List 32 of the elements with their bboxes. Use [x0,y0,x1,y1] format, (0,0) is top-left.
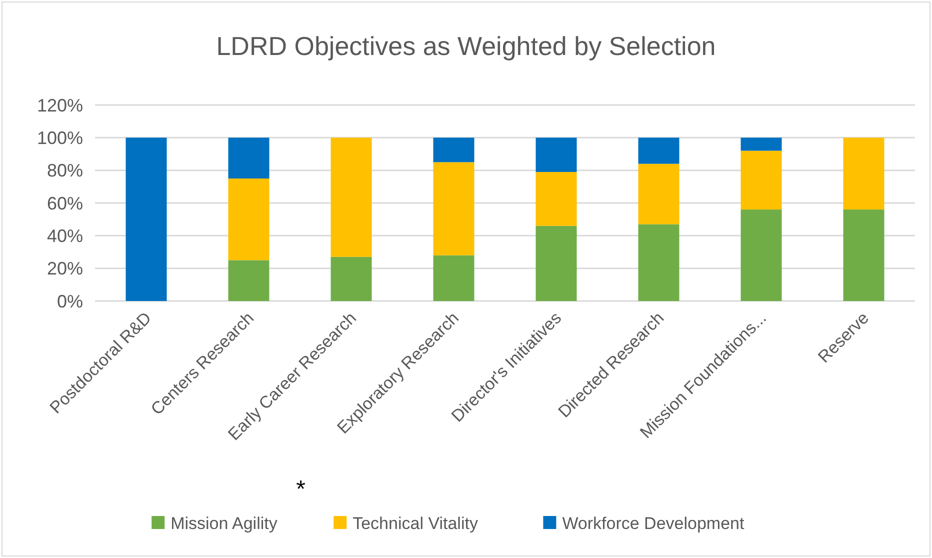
legend-label: Workforce Development [562,514,745,533]
y-tick-label: 0% [56,291,83,312]
bar [536,172,577,226]
y-tick-label: 40% [46,226,83,246]
text: * [296,476,306,503]
bar [740,138,782,151]
bar [843,138,884,210]
legend-label: Technical Vitality [352,514,478,533]
bar [740,150,782,210]
bar [536,226,577,301]
bar [126,138,167,301]
bar [228,178,270,260]
bar [638,138,680,164]
bar [433,255,474,301]
bar [740,210,782,301]
y-tick-label: 60% [46,193,83,214]
bar [228,260,270,301]
y-tick-label: 100% [36,128,83,148]
legend-label: Mission Agility [170,514,278,533]
bar [330,138,372,257]
y-tick-label: 80% [46,160,83,181]
bar [433,138,474,162]
y-tick-label: 20% [46,258,83,279]
bar [228,138,270,178]
chart-title: LDRD Objectives as Weighted by Selection [216,31,716,61]
bar [330,256,372,301]
bar [638,164,680,224]
bar [536,138,577,172]
bar [843,210,884,301]
bar [638,224,680,301]
y-tick-label: 120% [36,95,83,116]
bar [433,162,474,256]
